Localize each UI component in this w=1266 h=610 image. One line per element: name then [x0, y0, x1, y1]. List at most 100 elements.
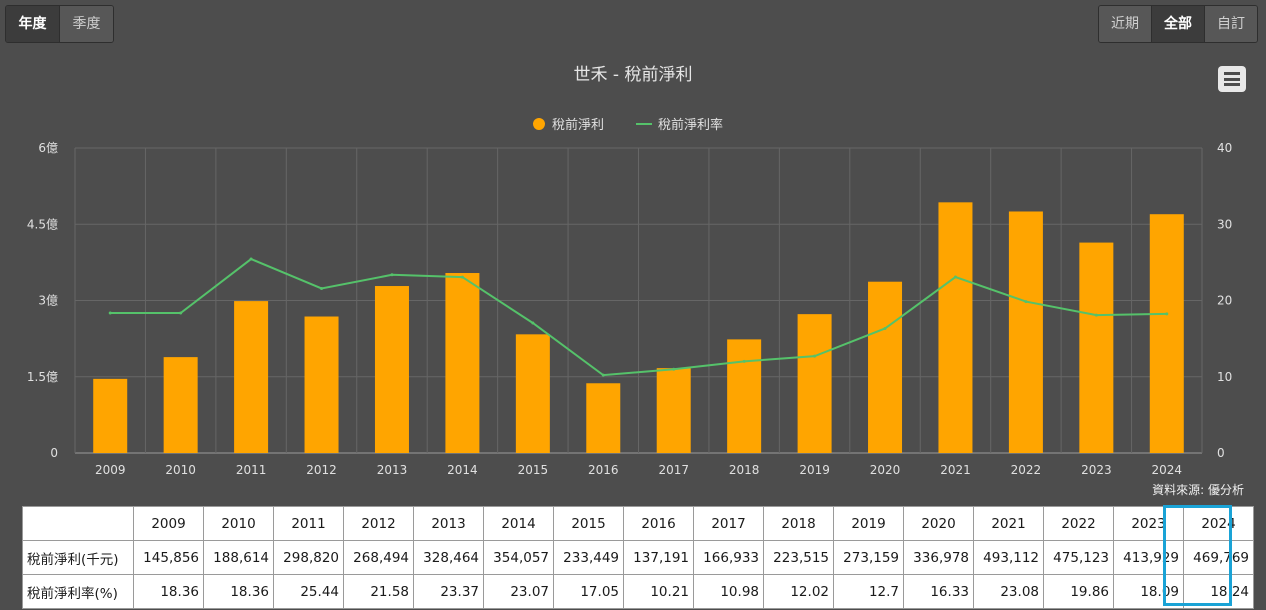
- y-right-tick-label: 10: [1217, 370, 1232, 384]
- table-cell: 10.98: [693, 574, 764, 609]
- y-right-tick-label: 40: [1217, 141, 1232, 155]
- table-cell: 17.05: [553, 574, 624, 609]
- bar: [445, 273, 480, 453]
- table-cell: 25.44: [273, 574, 344, 609]
- row-label: 稅前淨利率(%): [22, 574, 134, 609]
- table-header-year: 2016: [623, 506, 694, 541]
- table-header-year: 2009: [133, 506, 204, 541]
- y-left-tick-label: 3億: [38, 294, 58, 308]
- bar: [304, 316, 339, 453]
- line-point: [1094, 313, 1098, 317]
- legend-label-bar: 稅前淨利: [552, 118, 605, 133]
- annual-button[interactable]: 年度: [6, 6, 60, 42]
- table-cell: 223,515: [763, 540, 834, 575]
- x-tick-label: 2010: [165, 463, 196, 477]
- legend-item-bar[interactable]: 稅前淨利: [533, 114, 604, 133]
- bar: [163, 357, 198, 453]
- table-header-year: 2010: [203, 506, 274, 541]
- x-tick-label: 2020: [870, 463, 901, 477]
- bar: [938, 202, 973, 453]
- bar: [234, 301, 269, 453]
- y-left-tick-label: 4.5億: [27, 217, 58, 231]
- data-source-label: 資料來源: 優分析: [1152, 483, 1244, 497]
- line-point: [742, 359, 746, 363]
- x-tick-label: 2019: [799, 463, 830, 477]
- table-header-year: 2012: [343, 506, 414, 541]
- table-cell: 23.08: [973, 574, 1044, 609]
- line-point: [249, 257, 253, 261]
- table-cell: 21.58: [343, 574, 414, 609]
- table-cell: 16.33: [903, 574, 974, 609]
- table-cell: 233,449: [553, 540, 624, 575]
- table-cell: 328,464: [413, 540, 484, 575]
- table-cell: 19.86: [1043, 574, 1114, 609]
- quarterly-button[interactable]: 季度: [60, 6, 113, 42]
- row-label: 稅前淨利(千元): [22, 540, 134, 575]
- table-header-year: 2024: [1183, 506, 1254, 541]
- x-tick-label: 2009: [95, 463, 126, 477]
- x-tick-label: 2011: [236, 463, 267, 477]
- table-header-year: 2011: [273, 506, 344, 541]
- x-tick-label: 2013: [377, 463, 408, 477]
- y-left-tick-label: 1.5億: [27, 370, 58, 384]
- line-point: [813, 354, 817, 358]
- table-header-year: 2022: [1043, 506, 1114, 541]
- x-tick-label: 2017: [658, 463, 689, 477]
- bar: [868, 281, 903, 453]
- table-cell: 413,929: [1113, 540, 1184, 575]
- hamburger-menu-icon[interactable]: [1218, 66, 1246, 92]
- line-point: [320, 286, 324, 290]
- x-tick-label: 2014: [447, 463, 478, 477]
- table-cell: 18.36: [203, 574, 274, 609]
- bar: [656, 368, 691, 453]
- x-tick-label: 2023: [1081, 463, 1112, 477]
- x-tick-label: 2015: [518, 463, 549, 477]
- series-line: [110, 257, 1167, 377]
- x-tick-label: 2012: [306, 463, 337, 477]
- recent-range-button[interactable]: 近期: [1099, 6, 1152, 42]
- table-cell: 18.36: [133, 574, 204, 609]
- bar: [1149, 214, 1184, 453]
- bar: [374, 286, 409, 453]
- bar: [1008, 211, 1043, 453]
- all-range-button[interactable]: 全部: [1152, 6, 1205, 42]
- bar: [797, 314, 832, 453]
- table-cell: 18.09: [1113, 574, 1184, 609]
- table-header-year: 2023: [1113, 506, 1184, 541]
- data-table: 2009 2010 2011 2012 2013 2014 2015 2016 2017 2018…: [22, 506, 1254, 609]
- table-cell: 145,856: [133, 540, 204, 575]
- y-left-tick-label: 6億: [38, 141, 58, 155]
- chart-title: 世禾 - 稅前淨利: [573, 65, 693, 85]
- bar: [93, 378, 128, 453]
- table-cell: 469,769: [1183, 540, 1254, 575]
- table-cell: 268,494: [343, 540, 414, 575]
- y-right-tick-label: 20: [1217, 294, 1232, 308]
- bar: [1079, 242, 1114, 453]
- y-left-tick-label: 0: [50, 446, 58, 460]
- table-header-year: 2018: [763, 506, 834, 541]
- table-header-row: 2009 2010 2011 2012 2013 2014 2015 2016 2017 2018…: [22, 506, 1254, 541]
- table-header-year: 2020: [903, 506, 974, 541]
- range-toggle: 近期 全部 自訂: [1098, 5, 1258, 43]
- y-right-tick-label: 0: [1217, 446, 1225, 460]
- line-point: [883, 326, 887, 330]
- table-cell: 10.21: [623, 574, 694, 609]
- line-point: [1024, 300, 1028, 304]
- bar: [727, 339, 762, 453]
- table-cell: 188,614: [203, 540, 274, 575]
- line-point: [1165, 312, 1169, 316]
- table-header-year: 2019: [833, 506, 904, 541]
- x-tick-label: 2024: [1152, 463, 1183, 477]
- line-point: [179, 311, 183, 315]
- legend-item-line[interactable]: 稅前淨利率: [636, 114, 723, 133]
- line-point: [108, 311, 112, 315]
- custom-range-button[interactable]: 自訂: [1205, 6, 1257, 42]
- table-cell: 23.37: [413, 574, 484, 609]
- bar: [515, 334, 550, 453]
- table-cell: 23.07: [483, 574, 554, 609]
- line-point: [531, 321, 535, 325]
- line-point: [390, 273, 394, 277]
- line-point: [672, 367, 676, 371]
- table-cell: 166,933: [693, 540, 764, 575]
- x-tick-label: 2021: [940, 463, 971, 477]
